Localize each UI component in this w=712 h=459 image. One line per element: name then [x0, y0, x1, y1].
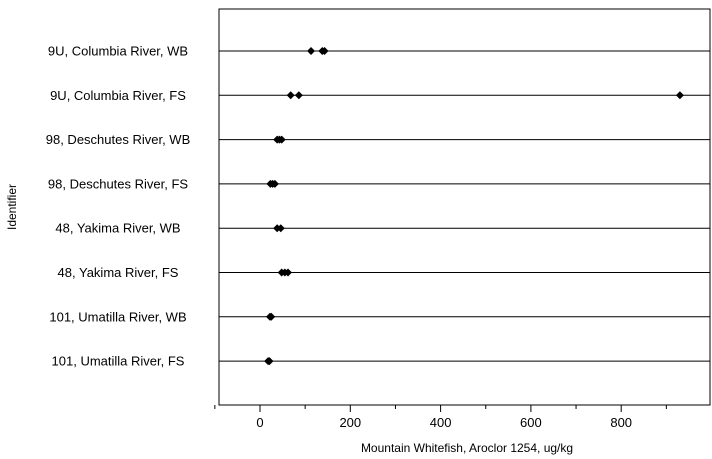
data-point: [270, 179, 279, 188]
category-label: 9U, Columbia River, WB: [48, 44, 188, 59]
data-point: [286, 91, 295, 100]
category-label: 48, Yakima River, WB: [55, 221, 180, 236]
x-tick-label: 0: [256, 415, 263, 430]
x-tick-label: 200: [339, 415, 361, 430]
data-point: [265, 357, 274, 366]
x-tick-label: 600: [520, 415, 542, 430]
data-point: [277, 135, 286, 144]
category-label: 101, Umatilla River, WB: [49, 309, 186, 324]
category-label: 101, Umatilla River, FS: [52, 354, 185, 369]
y-axis-title: Identifier: [5, 184, 19, 230]
x-tick-label: 800: [610, 415, 632, 430]
data-point: [294, 91, 303, 100]
data-point: [675, 91, 684, 100]
plot-frame: [218, 8, 711, 406]
y-axis-category-labels: 9U, Columbia River, WB 9U, Columbia River…: [46, 44, 191, 369]
category-label: 48, Yakima River, FS: [58, 265, 179, 280]
data-point: [267, 312, 276, 321]
category-label: 9U, Columbia River, FS: [50, 88, 186, 103]
x-axis-title: Mountain Whitefish, Aroclor 1254, ug/kg: [361, 441, 573, 455]
category-label: 98, Deschutes River, WB: [46, 132, 191, 147]
category-label: 98, Deschutes River, FS: [48, 176, 188, 191]
x-axis-ticks: 0 200 400 600 800: [214, 405, 667, 430]
data-point: [307, 47, 316, 55]
data-point: [276, 224, 285, 233]
reference-lines: [219, 50, 710, 362]
data-point: [283, 268, 292, 277]
data-markers: [264, 47, 684, 366]
data-point: [320, 47, 329, 55]
x-tick-label: 400: [430, 415, 452, 430]
